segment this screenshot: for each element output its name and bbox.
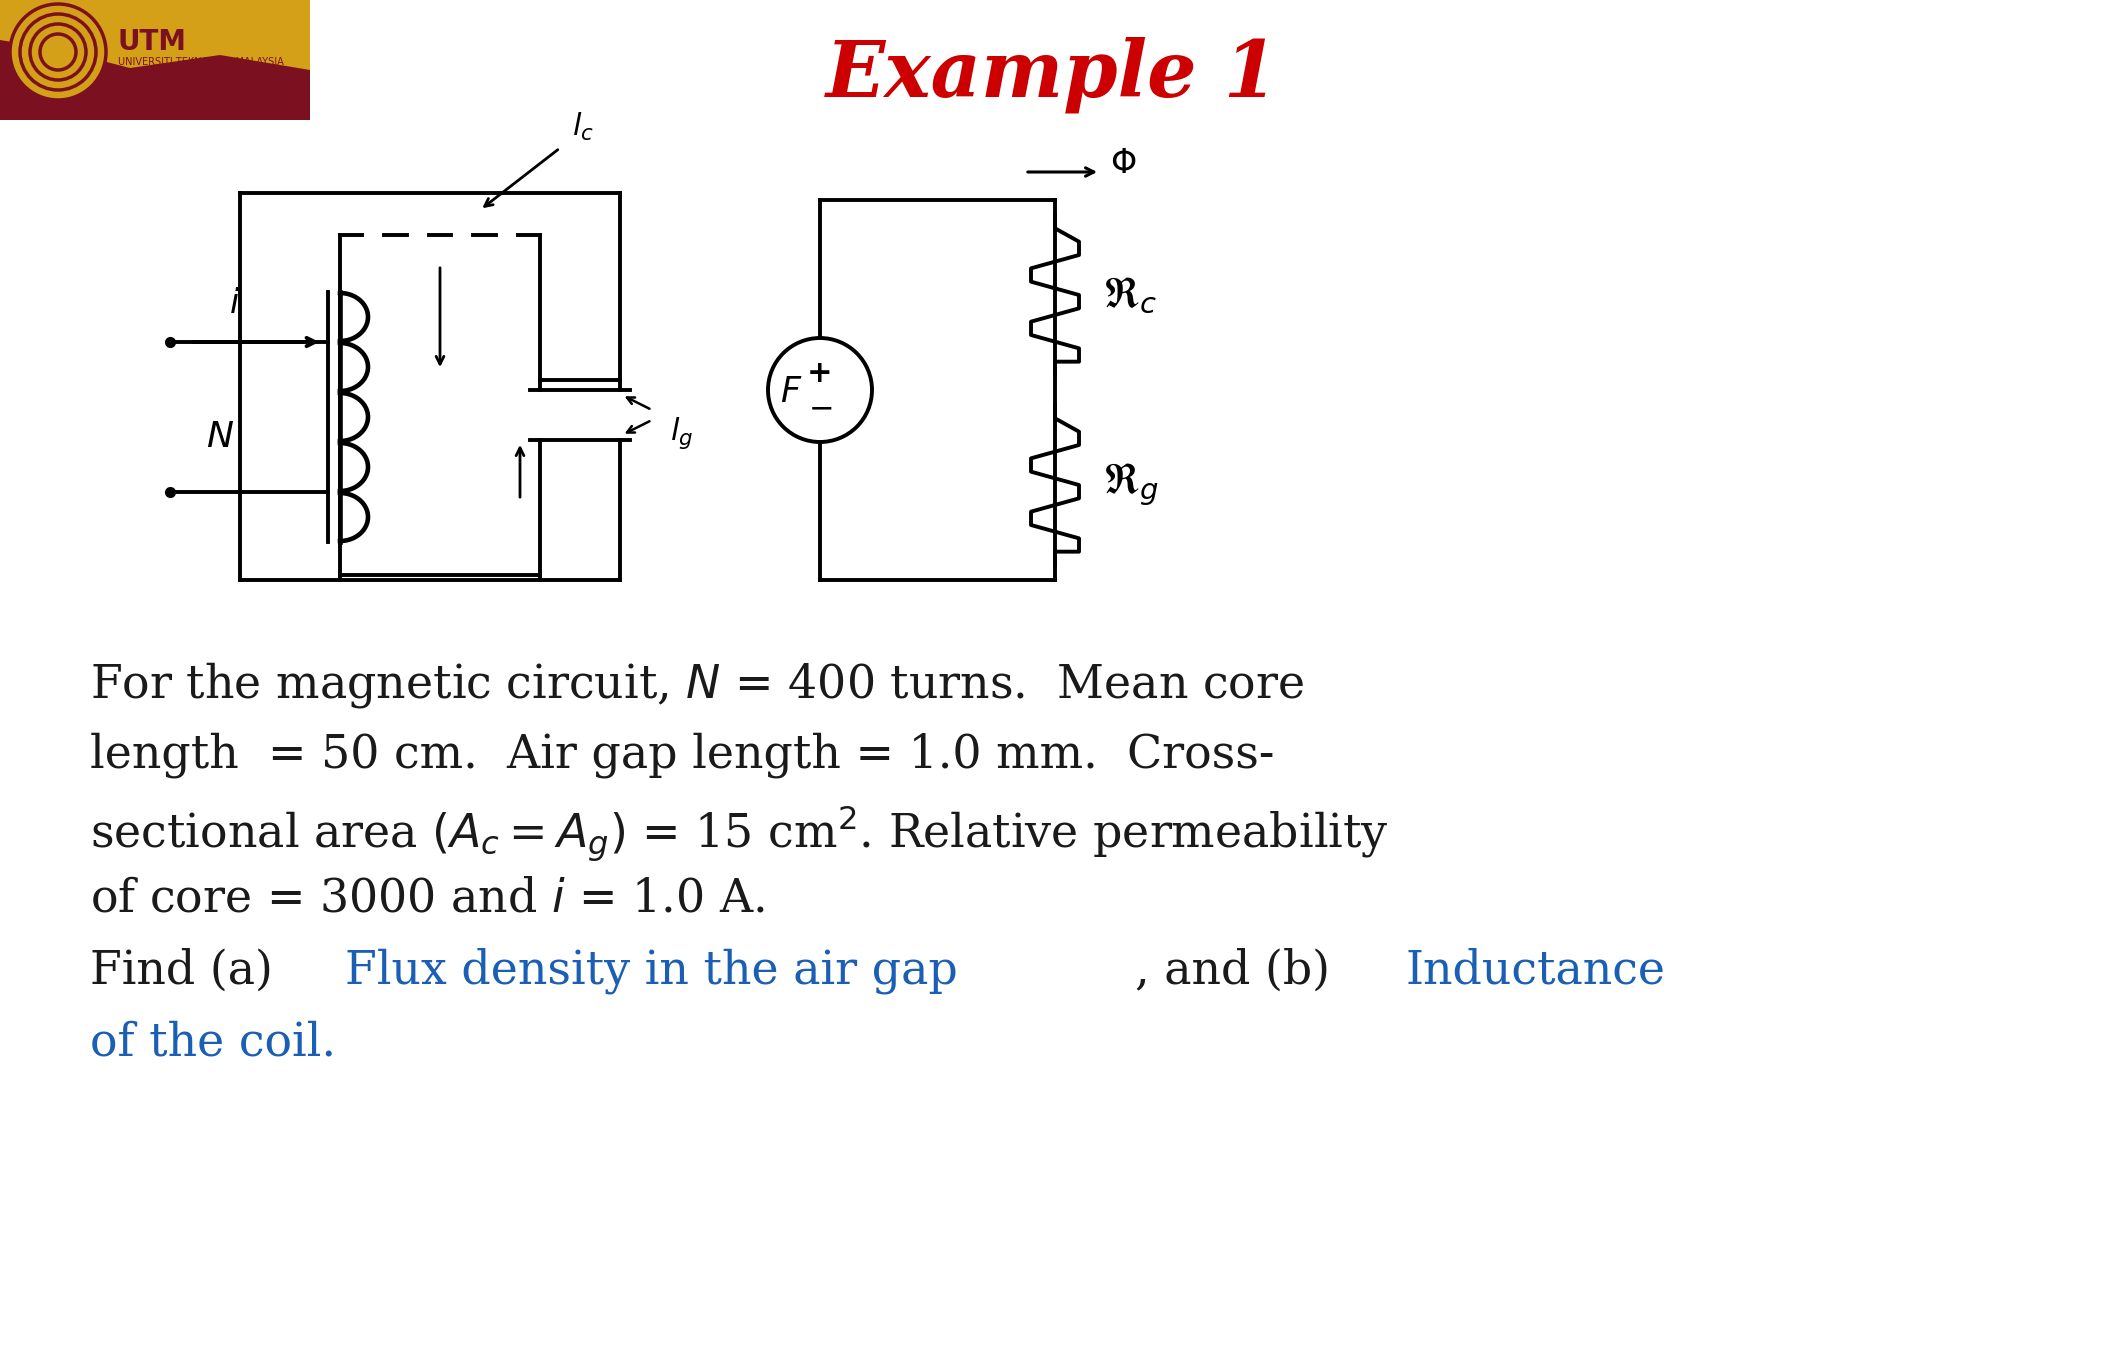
Text: For the magnetic circuit, $N$ = 400 turns.  Mean core: For the magnetic circuit, $N$ = 400 turn… bbox=[91, 660, 1305, 710]
Text: Flux density in the air gap: Flux density in the air gap bbox=[345, 948, 958, 994]
Text: of core = 3000 and $i$ = 1.0 A.: of core = 3000 and $i$ = 1.0 A. bbox=[91, 876, 764, 921]
Text: UNIVERSITI TEKNOLOGI MALAYSIA: UNIVERSITI TEKNOLOGI MALAYSIA bbox=[118, 57, 284, 67]
Text: +: + bbox=[806, 359, 834, 389]
Text: $\mathfrak{R}_c$: $\mathfrak{R}_c$ bbox=[1103, 273, 1158, 316]
Text: $\Phi$: $\Phi$ bbox=[1109, 148, 1137, 180]
Text: $F$: $F$ bbox=[779, 375, 802, 409]
Text: , and (b): , and (b) bbox=[1135, 948, 1345, 993]
Text: Find (a): Find (a) bbox=[91, 948, 288, 993]
Polygon shape bbox=[0, 0, 309, 120]
Text: $\mathfrak{R}_g$: $\mathfrak{R}_g$ bbox=[1103, 461, 1160, 509]
Circle shape bbox=[11, 4, 105, 101]
Text: sectional area $(A_c = A_g)$ = 15 cm$^2$. Relative permeability: sectional area $(A_c = A_g)$ = 15 cm$^2$… bbox=[91, 804, 1389, 865]
Circle shape bbox=[768, 339, 871, 442]
Text: length  = 50 cm.  Air gap length = 1.0 mm.  Cross-: length = 50 cm. Air gap length = 1.0 mm.… bbox=[91, 732, 1274, 778]
Text: $l_c$: $l_c$ bbox=[573, 112, 594, 143]
Text: UTM: UTM bbox=[118, 29, 187, 56]
Text: Inductance: Inductance bbox=[1406, 948, 1665, 993]
Text: $N$: $N$ bbox=[206, 420, 234, 454]
Text: $-$: $-$ bbox=[808, 393, 831, 423]
Text: Example 1: Example 1 bbox=[825, 37, 1278, 113]
Text: $l_g$: $l_g$ bbox=[669, 415, 693, 452]
Text: of the coil.: of the coil. bbox=[91, 1020, 337, 1065]
Polygon shape bbox=[0, 39, 309, 120]
Text: $i$: $i$ bbox=[229, 288, 240, 320]
